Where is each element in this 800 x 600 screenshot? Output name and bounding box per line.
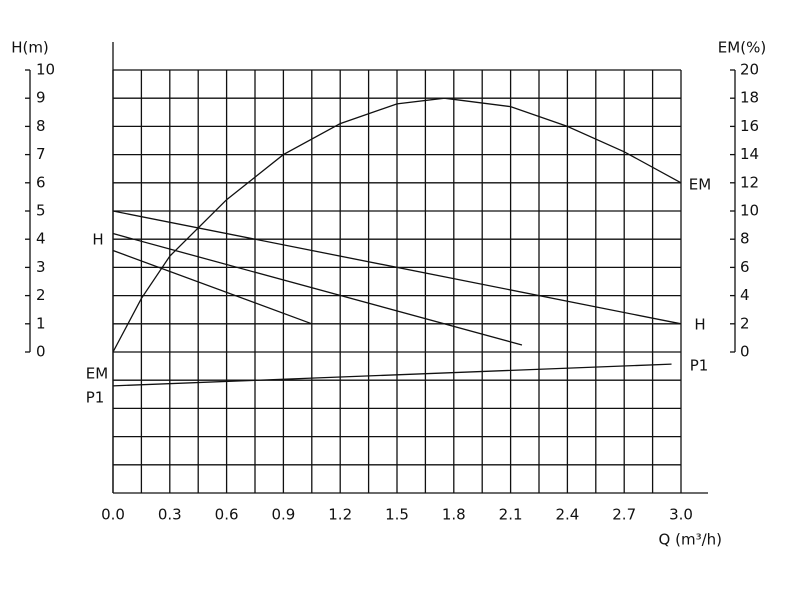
y2-tick-label: 12	[740, 173, 759, 191]
curve-label: EM	[86, 365, 108, 383]
x-tick-label: 2.7	[612, 506, 636, 524]
curve	[112, 210, 682, 325]
y2-tick-label: 2	[740, 314, 750, 332]
y2-axis-title: EM(%)	[718, 39, 766, 57]
y-tick-label: 5	[36, 202, 46, 220]
x-tick-label: 1.8	[442, 506, 466, 524]
curve	[112, 249, 313, 325]
y-tick-label: 8	[36, 117, 46, 135]
x-tick-label: 0.9	[271, 506, 295, 524]
x-tick-label: 1.2	[328, 506, 352, 524]
y2-tick-label: 6	[740, 258, 750, 276]
curve-label: P1	[690, 357, 709, 375]
curve	[112, 97, 682, 353]
curve	[112, 232, 523, 346]
curve-label: H	[694, 316, 705, 334]
y-axis-title: H(m)	[11, 39, 49, 57]
y-tick-label: 0	[36, 343, 46, 361]
x-axis-title: Q (m³/h)	[659, 531, 722, 549]
curve	[112, 363, 672, 387]
y2-tick-label: 20	[740, 61, 759, 79]
y2-tick-label: 0	[740, 343, 750, 361]
y2-tick-label: 14	[740, 145, 759, 163]
x-tick-label: 0.3	[158, 506, 182, 524]
x-tick-label: 3.0	[669, 506, 693, 524]
y-tick-label: 2	[36, 286, 46, 304]
curve-label: EM	[689, 176, 711, 194]
y-tick-label: 3	[36, 258, 46, 276]
y-tick-label: 4	[36, 230, 46, 248]
curve-label: H	[92, 231, 103, 249]
y2-tick-label: 4	[740, 286, 750, 304]
y-tick-label: 1	[36, 314, 46, 332]
x-tick-label: 0.0	[101, 506, 125, 524]
y2-tick-label: 16	[740, 117, 759, 135]
x-tick-label: 2.4	[555, 506, 579, 524]
y-tick-label: 6	[36, 173, 46, 191]
y2-tick-label: 10	[740, 202, 759, 220]
x-tick-label: 1.5	[385, 506, 409, 524]
y-tick-label: 10	[36, 61, 55, 79]
y2-tick-label: 18	[740, 89, 759, 107]
y-tick-label: 7	[36, 145, 46, 163]
x-tick-label: 0.6	[215, 506, 239, 524]
y-tick-label: 9	[36, 89, 46, 107]
x-tick-label: 2.1	[499, 506, 523, 524]
y2-tick-label: 8	[740, 230, 750, 248]
curve-label: P1	[86, 389, 105, 407]
